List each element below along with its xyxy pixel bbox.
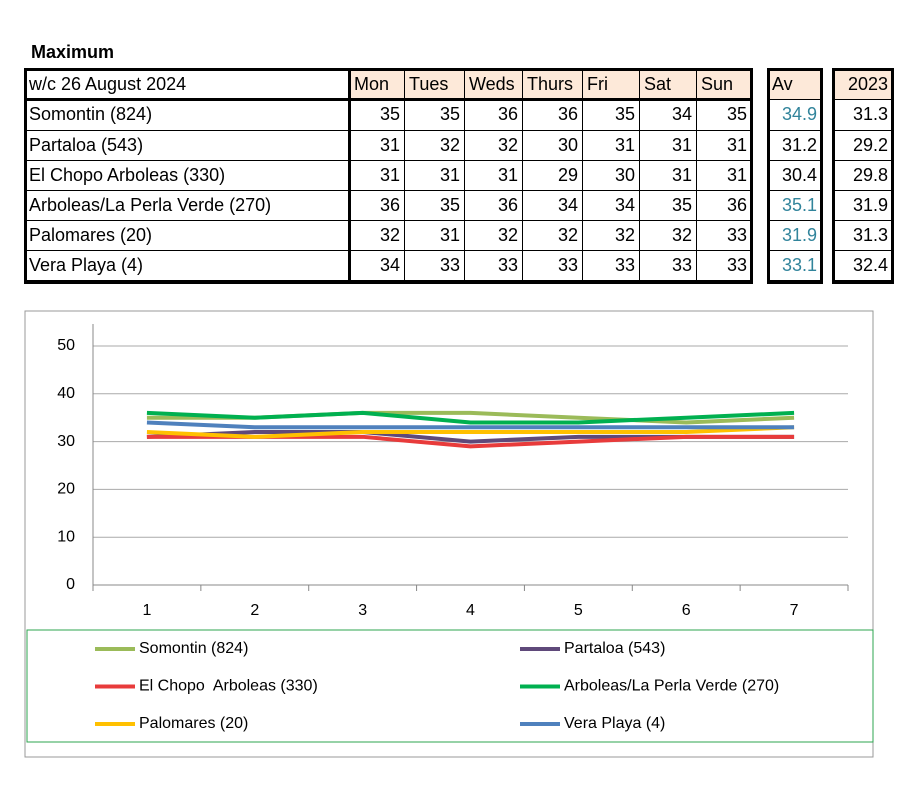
y-tick-label: 50 [57, 337, 75, 354]
header-cell: 2023 [833, 70, 893, 100]
y-tick-label: 10 [57, 528, 75, 545]
legend-label: Partaloa (543) [564, 640, 665, 657]
x-tick-label: 4 [466, 602, 475, 619]
title: Maximum [31, 42, 115, 62]
table-cell: 31 [405, 161, 465, 191]
table-cell: 32 [523, 221, 583, 251]
table-cell: 31 [405, 221, 465, 251]
x-tick-label: 1 [142, 602, 151, 619]
header-cell: Sat [640, 70, 697, 100]
legend-label: El Chopo Arboleas (330) [139, 678, 318, 695]
table-cell: 31 [640, 131, 697, 161]
legend-label: Vera Playa (4) [564, 715, 665, 732]
legend-frame [26, 629, 874, 743]
table-cell: 36 [465, 100, 523, 131]
x-tick-label: 2 [250, 602, 259, 619]
table-cell: 31 [350, 131, 405, 161]
legend-label: Somontin (824) [139, 640, 248, 657]
table-cell: 33 [640, 251, 697, 281]
y-tick-label: 40 [57, 385, 75, 402]
y-tick-label: 20 [57, 481, 75, 498]
table-cell: 32 [465, 131, 523, 161]
table-cell: 31 [640, 161, 697, 191]
table-cell: 33 [465, 251, 523, 281]
table-cell: 36 [523, 100, 583, 131]
y-tick-label: 30 [57, 433, 75, 450]
table-cell: 32 [350, 221, 405, 251]
x-tick-label: 6 [682, 602, 691, 619]
x-tick-label: 5 [574, 602, 583, 619]
table-cell: 34 [350, 251, 405, 281]
table-cell: 33 [523, 251, 583, 281]
table-cell: 36 [350, 191, 405, 221]
table-cell: 34 [640, 100, 697, 131]
table-cell: 33 [405, 251, 465, 281]
table-cell: 35 [350, 100, 405, 131]
header-cell: Sun [697, 70, 752, 100]
table-cell: 29 [523, 161, 583, 191]
table-cell: 33 [583, 251, 640, 281]
series-line [146, 425, 795, 439]
header-cell: Mon [350, 70, 405, 100]
table-cell: 32 [583, 221, 640, 251]
table-cell: 30 [523, 131, 583, 161]
header-cell: Av [768, 70, 822, 100]
series-line [146, 420, 795, 430]
chart-frame [24, 310, 874, 758]
header-cell: Thurs [523, 70, 583, 100]
table-cell: 35 [405, 191, 465, 221]
table-cell: 35 [640, 191, 697, 221]
table-cell: 35 [583, 100, 640, 131]
table-cell: 34 [583, 191, 640, 221]
table-cell: 34 [523, 191, 583, 221]
table-cell: 31 [465, 161, 523, 191]
table-cell: 32 [465, 221, 523, 251]
table-cell: 35 [405, 100, 465, 131]
table-cell: 31 [583, 131, 640, 161]
table-cell: 36 [465, 191, 523, 221]
y-tick-label: 0 [66, 576, 75, 593]
x-tick-label: 7 [790, 602, 799, 619]
table-cell: 31 [350, 161, 405, 191]
table-cell: 30 [583, 161, 640, 191]
legend-label: Arboleas/La Perla Verde (270) [564, 678, 779, 695]
table-cell: 32 [640, 221, 697, 251]
table-cell: 32 [405, 131, 465, 161]
legend-label: Palomares (20) [139, 715, 248, 732]
series-line [146, 410, 795, 425]
x-tick-label: 3 [358, 602, 367, 619]
